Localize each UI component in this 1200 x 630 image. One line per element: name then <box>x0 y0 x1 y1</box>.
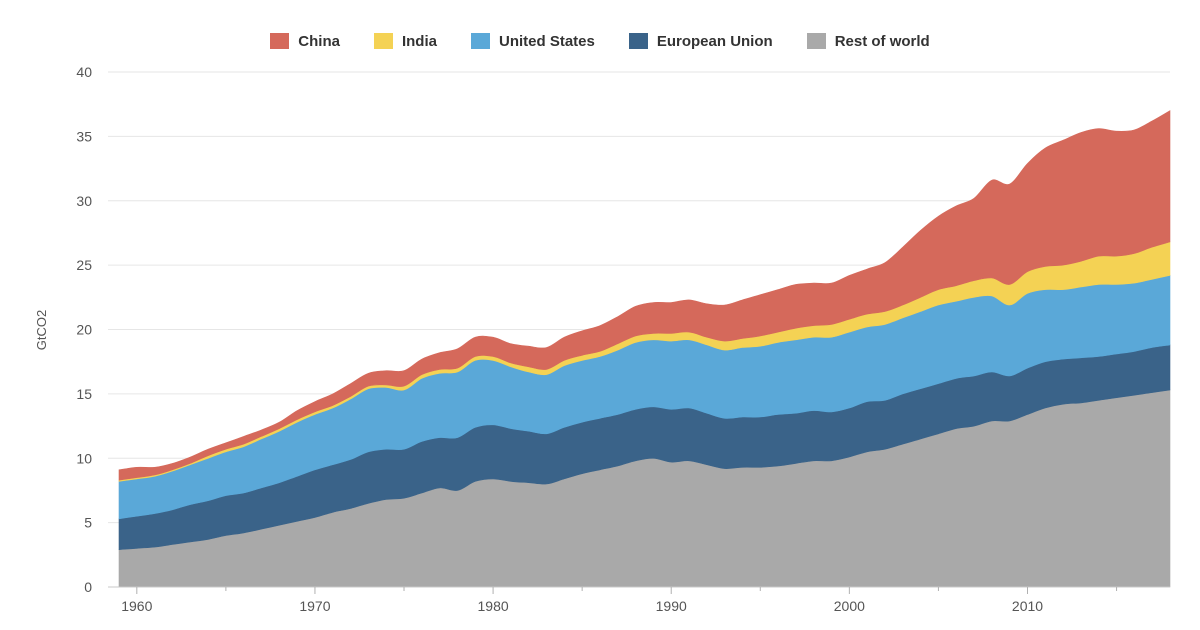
x-tick-label: 2000 <box>834 598 865 614</box>
x-tick-label: 1990 <box>656 598 687 614</box>
x-tick-label: 1970 <box>299 598 330 614</box>
y-tick-label: 35 <box>76 128 92 144</box>
y-tick-label: 30 <box>76 193 92 209</box>
x-tick-label: 1980 <box>478 598 509 614</box>
x-tick-label: 1960 <box>121 598 152 614</box>
area-series <box>118 110 1171 588</box>
y-tick-label: 5 <box>84 515 92 531</box>
y-tick-label: 40 <box>76 64 92 80</box>
x-tick-label: 2010 <box>1012 598 1043 614</box>
y-tick-label: 25 <box>76 257 92 273</box>
legend: China India United States European Union Res… <box>0 28 1200 54</box>
legend-swatch-india <box>373 33 393 49</box>
legend-label-china: China <box>298 32 340 50</box>
x-axis: 1960 1970 1980 1990 2000 2010 <box>108 586 1170 614</box>
legend-label-european-union: European Union <box>656 32 773 50</box>
legend-swatch-china <box>270 33 290 49</box>
legend-label-india: India <box>401 32 437 50</box>
y-axis-title: GtCO2 <box>34 310 49 350</box>
legend-label-united-states: United States <box>498 32 595 50</box>
y-tick-label: 15 <box>76 386 92 402</box>
legend-item-united-states[interactable]: United States <box>470 32 595 50</box>
legend-item-european-union[interactable]: European Union <box>628 32 773 50</box>
y-tick-label: 0 <box>84 579 92 595</box>
legend-item-rest-of-world[interactable]: Rest of world <box>806 32 930 50</box>
y-tick-label: 20 <box>76 322 92 338</box>
legend-item-india[interactable]: India <box>373 32 437 50</box>
legend-swatch-european-union <box>628 33 648 49</box>
legend-swatch-rest-of-world <box>806 33 826 49</box>
legend-swatch-united-states <box>470 33 490 49</box>
legend-item-china[interactable]: China <box>270 33 340 50</box>
legend-label-rest-of-world: Rest of world <box>834 32 930 50</box>
y-tick-label: 10 <box>76 450 92 466</box>
area-china[interactable] <box>118 110 1171 481</box>
y-axis: 0 5 10 15 20 25 30 35 40 <box>76 64 92 595</box>
